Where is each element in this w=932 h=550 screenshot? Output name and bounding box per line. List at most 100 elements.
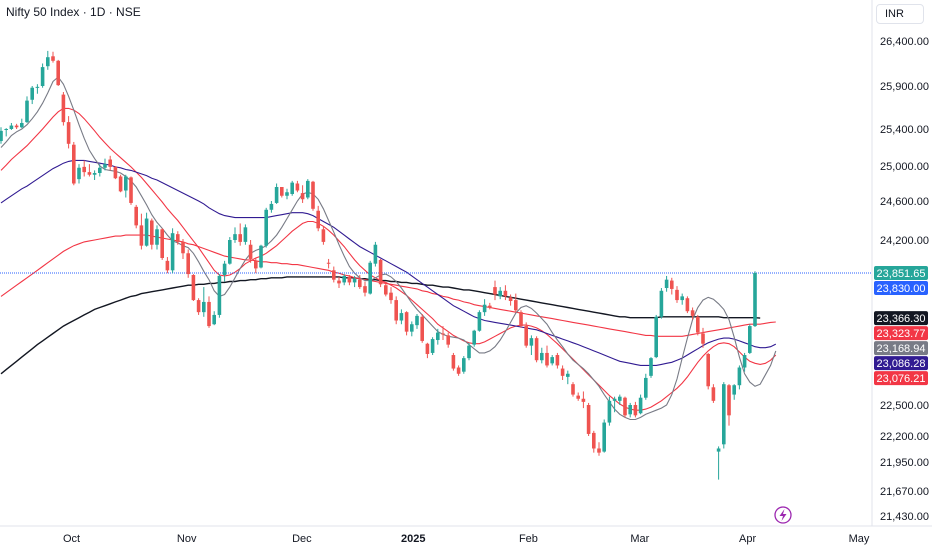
price-tag-label: 23,168.94 — [877, 343, 926, 355]
candle-body — [493, 287, 497, 295]
candle-body — [30, 87, 34, 100]
candle-body — [488, 305, 492, 308]
candle-body — [306, 180, 310, 198]
candle-body — [472, 330, 476, 345]
candle-body — [326, 262, 331, 264]
candle-body — [212, 314, 216, 325]
candle-body — [394, 300, 398, 321]
price-tag-label: 23,366.30 — [877, 313, 926, 325]
candle-body — [420, 316, 424, 341]
candle-body — [571, 384, 575, 395]
candle-body — [40, 67, 45, 86]
candle-body — [649, 358, 653, 376]
candle-body — [181, 241, 185, 254]
candle-body — [659, 290, 664, 317]
candle-body — [170, 233, 175, 271]
candle-body — [451, 355, 456, 369]
candle-body — [748, 326, 752, 353]
candle-body — [555, 355, 560, 366]
price-tag-label: 23,830.00 — [877, 283, 926, 295]
candle-body — [742, 355, 747, 368]
candle-body — [706, 353, 710, 387]
candle-body — [462, 358, 466, 372]
candle-body — [144, 218, 149, 246]
price-tag — [874, 311, 928, 326]
currency-button[interactable]: INR — [876, 4, 924, 24]
x-tick-label: 2025 — [401, 533, 425, 545]
candle-body — [332, 270, 336, 280]
candle-body — [56, 60, 60, 86]
candle-body — [139, 225, 144, 246]
candle-body — [623, 397, 627, 416]
candle-body — [280, 187, 284, 196]
candle-body — [680, 296, 684, 301]
x-tick-label: Oct — [63, 533, 80, 545]
candle-body — [446, 335, 450, 345]
candle-body — [685, 298, 690, 312]
y-tick-label: 21,950.00 — [880, 457, 929, 469]
candle-body — [482, 304, 487, 313]
y-tick-label: 25,900.00 — [880, 81, 929, 93]
x-tick-label: Apr — [739, 533, 756, 545]
candle-body — [129, 177, 133, 203]
candle-body — [352, 278, 357, 283]
candle-body — [316, 210, 320, 229]
candle-body — [66, 122, 71, 144]
candle-body — [358, 279, 362, 288]
candle-body — [628, 405, 632, 415]
candle-body — [217, 275, 222, 315]
candle-body — [545, 352, 549, 366]
candle-body — [592, 432, 596, 449]
candle-body — [363, 286, 367, 293]
candle-body — [430, 339, 435, 353]
candle-body — [25, 100, 29, 123]
candle-body — [441, 333, 445, 335]
candle-body — [524, 326, 528, 346]
x-tick-label: Mar — [630, 533, 649, 545]
x-tick-label: Dec — [292, 533, 312, 545]
candle-body — [191, 275, 196, 301]
candle-body — [701, 333, 705, 344]
candle-body — [675, 289, 679, 301]
candle-body — [337, 280, 341, 284]
candle-body — [14, 125, 19, 128]
candle-body — [228, 240, 232, 264]
candle-body — [20, 122, 24, 128]
candle-body — [9, 125, 14, 129]
candle-body — [269, 203, 274, 210]
candle-body — [732, 385, 736, 395]
x-tick-label: Nov — [177, 533, 197, 545]
candle-body — [368, 262, 372, 294]
candle-body — [290, 182, 294, 194]
candle-body — [753, 273, 757, 327]
candle-body — [347, 276, 352, 283]
candle-body — [534, 338, 539, 361]
y-tick-label: 21,670.00 — [880, 486, 929, 498]
candle-body — [737, 367, 742, 386]
candle-body — [633, 405, 638, 416]
candle-body — [108, 159, 112, 167]
y-tick-label: 22,200.00 — [880, 431, 929, 443]
x-tick-label: May — [849, 533, 870, 545]
candle-body — [664, 279, 669, 289]
moving-average-line — [0, 107, 777, 411]
candle-body — [61, 94, 66, 123]
candle-body — [716, 448, 721, 452]
candle-body — [124, 176, 128, 191]
candle-body — [607, 400, 612, 423]
y-tick-label: 25,000.00 — [880, 161, 929, 173]
candle-body — [202, 301, 206, 313]
price-tag-label: 23,851.65 — [877, 268, 926, 280]
candle-body — [342, 275, 346, 283]
price-tag — [874, 356, 928, 371]
candle-body — [566, 373, 570, 377]
candle-body — [82, 166, 86, 173]
candle-body — [98, 167, 102, 173]
candle-body — [477, 312, 482, 331]
x-tick-label: Feb — [519, 533, 538, 545]
candle-body — [389, 292, 393, 301]
candle-body — [503, 290, 508, 297]
y-tick-label: 24,600.00 — [880, 196, 929, 208]
y-tick-label: 25,400.00 — [880, 124, 929, 136]
